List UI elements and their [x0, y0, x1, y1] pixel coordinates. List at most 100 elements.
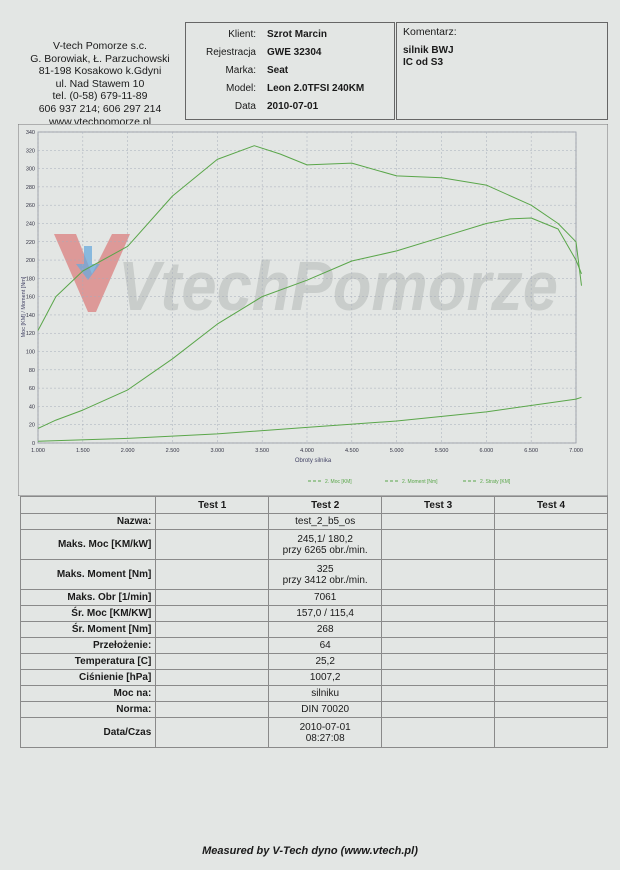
client-row-client: Klient: Szrot Marcin: [186, 29, 394, 44]
results-cell-test4: [494, 637, 608, 654]
results-cell-test4: [494, 605, 608, 622]
results-cell-test4: [494, 621, 608, 638]
results-cell-test3: [381, 589, 496, 606]
watermark-logo: VtechPomorze: [54, 234, 558, 325]
results-cell-test1: [155, 669, 270, 686]
y-axis-label: Moc [KM] / Moment [Nm]: [21, 276, 27, 337]
results-cell-test1: [155, 701, 270, 718]
client-value: Szrot Marcin: [267, 29, 328, 40]
results-cell-test4: [494, 717, 608, 748]
y-tick-label: 80: [29, 368, 35, 374]
results-cell-test2: 157,0 / 115,4: [268, 605, 383, 622]
y-tick-label: 160: [26, 295, 35, 301]
chart-grid: [37, 131, 577, 444]
results-table-wrap: Test 1 Test 2 Test 3 Test 4 Nazwa: test_2…: [19, 496, 608, 748]
results-value-detail: 08:27:08: [305, 732, 345, 744]
comment-box: Komentarz: silnik BWJ IC od S3: [396, 22, 608, 120]
results-cell-test2: 325 przy 3412 obr./min.: [268, 559, 383, 590]
results-cell-test3: [381, 605, 496, 622]
chart-ticks: 1.000 1.500 2.000 2.500 3.000 3.500 4.000 4.500…: [26, 130, 583, 454]
results-row-label: Norma:: [19, 701, 157, 718]
y-tick-label: 140: [26, 313, 35, 319]
results-cell-test3: [381, 559, 496, 590]
results-value-detail: przy 6265 obr./min.: [282, 544, 368, 556]
footer-credit: Measured by V-Tech dyno (www.vtech.pl): [202, 845, 418, 857]
results-cell-test3: [381, 621, 496, 638]
results-cell-test3: [381, 513, 496, 530]
results-row: Nazwa: test_2_b5_os: [19, 513, 608, 530]
results-value: 2010-07-01: [299, 721, 351, 733]
results-cell-test1: [155, 589, 270, 606]
comment-title: Komentarz:: [403, 26, 457, 38]
results-cell-test2: 7061: [268, 589, 383, 606]
results-cell-test4: [494, 653, 608, 670]
y-tick-label: 200: [26, 258, 35, 264]
results-cell-test2: 1007,2: [268, 669, 383, 686]
y-tick-label: 240: [26, 221, 35, 227]
results-cell-test4: [494, 701, 608, 718]
results-cell-test3: [381, 529, 496, 560]
results-value: 25,2: [315, 656, 335, 667]
y-tick-label: 260: [26, 203, 35, 209]
x-tick-label: 5.000: [390, 448, 404, 454]
torque-curve: [37, 145, 582, 331]
results-row-label: Data/Czas: [19, 717, 157, 748]
y-tick-label: 280: [26, 185, 35, 191]
results-row-label: Temperatura [C]: [19, 653, 157, 670]
model-label: Model:: [225, 83, 256, 94]
header-test4: Test 4: [494, 496, 608, 514]
results-cell-test2: 64: [268, 637, 383, 654]
x-axis-label: Obroty silnika: [295, 458, 332, 464]
x-tick-label: 2.000: [121, 448, 135, 454]
company-phone2: 606 937 214; 606 297 214: [38, 102, 162, 115]
results-cell-test3: [381, 653, 496, 670]
results-cell-test1: [155, 529, 270, 560]
client-row-model: Model: Leon 2.0TFSI 240KM: [186, 83, 394, 98]
results-value: 7061: [314, 592, 337, 603]
results-cell-test1: [155, 717, 270, 748]
legend-entry: 2. Straty [KM]: [480, 479, 511, 485]
client-row-make: Marka: Seat: [186, 65, 394, 80]
legend-entry: 2. Moment [Nm]: [402, 479, 438, 485]
company-name: V-tech Pomorze s.c.: [53, 40, 147, 52]
results-value: 64: [319, 640, 331, 651]
results-row: Śr. Moment [Nm] 268: [19, 621, 608, 638]
chart-frame: [18, 124, 608, 496]
registration-label: Rejestracja: [205, 47, 256, 58]
results-cell-test4: [494, 669, 608, 686]
results-cell-test3: [381, 637, 496, 654]
x-tick-label: 1.500: [76, 448, 90, 454]
results-value-detail: przy 3412 obr./min.: [282, 574, 368, 586]
results-row: Maks. Moment [Nm] 325 przy 3412 obr./min.: [19, 559, 608, 590]
results-cell-test2: silniku: [268, 685, 383, 702]
y-tick-label: 60: [29, 386, 35, 392]
loss-curve: [37, 396, 582, 442]
results-cell-test1: [155, 605, 270, 622]
y-tick-label: 180: [26, 276, 35, 282]
x-tick-label: 5.500: [435, 448, 449, 454]
date-label: Data: [234, 101, 256, 112]
results-cell-test1: [155, 621, 270, 638]
header-test1: Test 1: [155, 496, 270, 514]
y-tick-label: 320: [26, 148, 35, 154]
results-cell-test1: [155, 637, 270, 654]
x-tick-label: 6.000: [479, 448, 493, 454]
results-value: 1007,2: [309, 672, 341, 683]
x-tick-label: 3.000: [210, 448, 224, 454]
results-row-label: Przełożenie:: [19, 637, 157, 654]
results-cell-test4: [494, 513, 608, 530]
results-row-label: Maks. Moment [Nm]: [19, 559, 157, 590]
header-empty: [19, 496, 157, 514]
results-cell-test3: [381, 701, 496, 718]
client-info-box: Klient: Szrot Marcin Rejestracja GWE 323…: [185, 22, 395, 120]
y-tick-label: 300: [26, 167, 35, 173]
dyno-chart: VtechPomorze 1.000 1.500 2.000 2.500 3.000 3.…: [18, 124, 608, 496]
results-cell-test1: [155, 653, 270, 670]
results-row-label: Moc na:: [19, 685, 157, 702]
results-cell-test2: 268: [268, 621, 383, 638]
company-address1: 81-198 Kosakowo k.Gdyni: [38, 65, 162, 78]
x-tick-label: 1.000: [31, 448, 45, 454]
results-row: Temperatura [C] 25,2: [19, 653, 608, 670]
x-tick-label: 3.500: [255, 448, 269, 454]
results-row: Śr. Moc [KM/KW] 157,0 / 115,4: [19, 605, 608, 622]
